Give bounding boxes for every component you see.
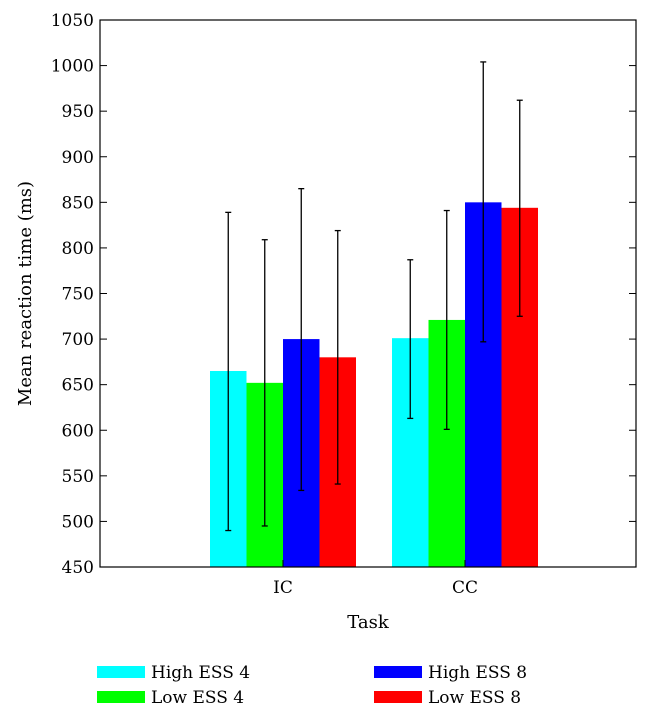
y-tick-label: 1050	[51, 11, 94, 31]
legend-swatch	[374, 691, 422, 703]
y-tick-label: 850	[62, 193, 94, 213]
legend-swatch	[97, 691, 145, 703]
legend: High ESS 4 Low ESS 4 High ESS 8 Low ESS 8	[97, 663, 527, 708]
y-tick-label: 650	[62, 376, 94, 396]
legend-label: High ESS 4	[151, 663, 250, 683]
y-tick-label: 500	[62, 512, 94, 532]
y-tick-label: 450	[62, 558, 94, 578]
x-tick-label: IC	[273, 578, 293, 598]
x-tick-label: CC	[452, 578, 478, 598]
y-axis-title: Mean reaction time (ms)	[15, 181, 36, 406]
y-tick-label: 550	[62, 467, 94, 487]
legend-label: Low ESS 4	[151, 688, 244, 708]
y-tick-label: 950	[62, 102, 94, 122]
y-tick-label: 700	[62, 330, 94, 350]
y-tick-label: 600	[62, 421, 94, 441]
legend-swatch	[374, 666, 422, 678]
x-axis-title: Task	[347, 612, 390, 633]
legend-label: Low ESS 8	[428, 688, 521, 708]
y-tick-label: 750	[62, 285, 94, 305]
y-tick-label: 800	[62, 239, 94, 259]
y-tick-label: 900	[62, 148, 94, 168]
y-tick-label: 1000	[51, 57, 94, 77]
plot-frame	[99, 19, 637, 568]
legend-swatch	[97, 666, 145, 678]
legend-label: High ESS 8	[428, 663, 527, 683]
